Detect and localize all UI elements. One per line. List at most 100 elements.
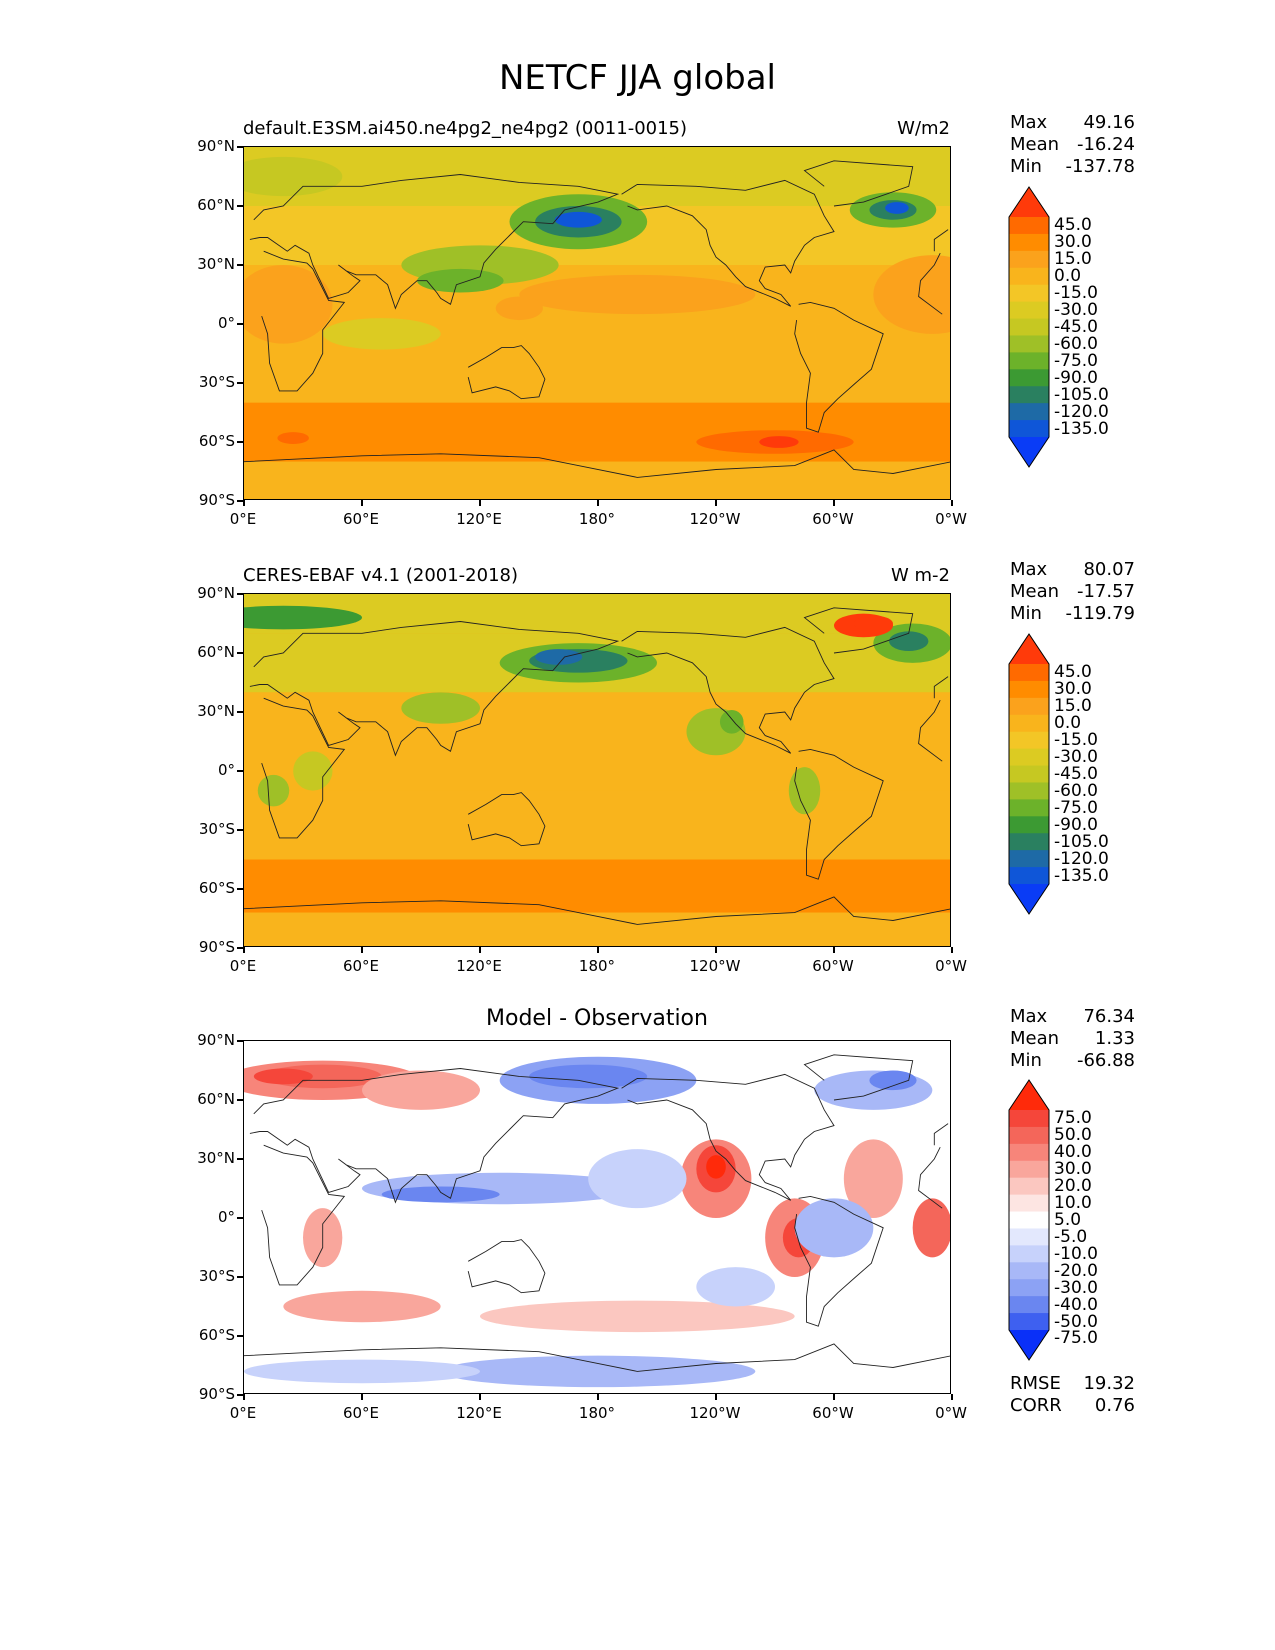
- latitude-band: [244, 353, 950, 403]
- stat-row: Max 49.16: [1010, 112, 1135, 134]
- coastline: [918, 252, 943, 315]
- colorbar-segment: [1009, 403, 1049, 421]
- colorbar-level-label: 15.0: [1054, 696, 1092, 717]
- y-tick-mark: [237, 205, 243, 207]
- colorbar-level-label: -135.0: [1054, 418, 1109, 439]
- stat-value: 80.07: [1083, 559, 1135, 580]
- x-tick-mark: [361, 1394, 363, 1400]
- stat-row: CORR 0.76: [1010, 1395, 1135, 1417]
- x-tick-label: 180°: [578, 510, 616, 528]
- latitude-band: [244, 692, 950, 791]
- colorbar-level-label: 45.0: [1054, 662, 1092, 683]
- field-region: [244, 605, 362, 630]
- colorbar-level-label: -60.0: [1054, 333, 1098, 354]
- colorbar-level-label: -30.0: [1054, 1277, 1098, 1298]
- stat-value: 49.16: [1083, 112, 1135, 133]
- panel-obs-title: CERES-EBAF v4.1 (2001-2018): [243, 565, 519, 586]
- stat-row: Max 76.34: [1010, 1006, 1135, 1028]
- x-tick-label: 0°E: [229, 1404, 257, 1422]
- colorbar-segment: [1009, 1228, 1049, 1246]
- y-tick-mark: [237, 1099, 243, 1101]
- y-tick-label: 0°: [217, 314, 235, 332]
- colorbar-outline: [1008, 633, 1050, 915]
- y-tick-mark: [237, 1217, 243, 1219]
- coastline: [261, 1144, 346, 1286]
- y-tick-label: 30°N: [197, 1149, 235, 1167]
- y-tick-label: 60°S: [198, 432, 235, 450]
- field-region: [362, 1070, 480, 1110]
- colorbar-segment: [1009, 1262, 1049, 1280]
- x-tick-label: 120°E: [456, 957, 502, 975]
- colorbar-segment: [1009, 420, 1049, 438]
- x-tick-mark: [833, 1394, 835, 1400]
- x-tick-label: 120°E: [456, 1404, 502, 1422]
- colorbar-extend-max: [1009, 1080, 1049, 1110]
- y-tick-mark: [237, 1276, 243, 1278]
- colorbar-level-label: -105.0: [1054, 384, 1109, 405]
- colorbar-level-label: -20.0: [1054, 1260, 1098, 1281]
- y-tick-label: 0°: [217, 1208, 235, 1226]
- y-tick-mark: [237, 323, 243, 325]
- stat-row: Mean 1.33: [1010, 1028, 1135, 1050]
- x-tick-label: 0°W: [935, 510, 967, 528]
- stat-value: 76.34: [1083, 1006, 1135, 1027]
- coastline: [261, 250, 346, 392]
- stat-label: Max: [1010, 1006, 1048, 1027]
- x-tick-mark: [951, 947, 953, 953]
- field-region: [293, 751, 333, 791]
- stat-row: Min -66.88: [1010, 1050, 1135, 1072]
- colorbar-segment: [1009, 250, 1049, 269]
- field-region: [244, 1359, 480, 1384]
- y-tick-label: 90°S: [198, 491, 235, 509]
- y-tick-mark: [237, 382, 243, 384]
- colorbar-segment: [1009, 369, 1049, 387]
- colorbar-extend-max: [1009, 187, 1049, 217]
- y-tick-mark: [237, 1040, 243, 1042]
- field-region: [529, 1064, 648, 1089]
- y-tick-label: 30°S: [198, 1267, 235, 1285]
- y-tick-mark: [237, 1158, 243, 1160]
- colorbar-level-label: 40.0: [1054, 1142, 1092, 1163]
- y-tick-label: 60°N: [197, 196, 235, 214]
- colorbar-segment: [1009, 335, 1049, 353]
- y-tick-mark: [237, 441, 243, 443]
- colorbar-extend-min: [1009, 437, 1049, 467]
- colorbar-segment: [1009, 850, 1049, 868]
- y-tick-label: 30°N: [197, 255, 235, 273]
- x-tick-mark: [479, 1394, 481, 1400]
- stat-value: -16.24: [1076, 134, 1135, 155]
- colorbar-level-label: 5.0: [1054, 1210, 1082, 1230]
- figure-title: NETCF JJA global: [498, 58, 776, 98]
- field-region: [322, 318, 441, 350]
- panel-diff-title: Model - Observation: [486, 1006, 708, 1031]
- colorbar-segment: [1009, 664, 1049, 682]
- stat-label: Mean: [1010, 581, 1060, 602]
- obs-map: [243, 593, 951, 947]
- stat-label: CORR: [1010, 1395, 1062, 1416]
- field-region: [912, 1198, 950, 1258]
- y-tick-mark: [237, 593, 243, 595]
- field-region: [283, 1290, 441, 1323]
- colorbar-segment: [1009, 233, 1049, 252]
- colorbar-level-label: 75.0: [1054, 1108, 1092, 1129]
- y-tick-mark: [237, 264, 243, 266]
- colorbar-segment: [1009, 1110, 1049, 1128]
- colorbar-level-label: 0.0: [1054, 713, 1082, 734]
- stat-row: Min -119.79: [1010, 603, 1135, 625]
- coastline: [794, 301, 884, 433]
- field-region: [535, 649, 583, 665]
- y-tick-label: 90°S: [198, 938, 235, 956]
- field-region: [417, 268, 504, 293]
- y-tick-label: 30°S: [198, 373, 235, 391]
- colorbar-graphic: [1008, 1079, 1050, 1361]
- coastline: [249, 174, 620, 310]
- colorbar-level-label: -15.0: [1054, 283, 1098, 304]
- x-tick-mark: [715, 947, 717, 953]
- field-region: [759, 436, 799, 448]
- colorbar-segment: [1009, 680, 1049, 699]
- colorbar-level-label: 20.0: [1054, 1176, 1092, 1197]
- x-tick-label: 120°W: [689, 510, 741, 528]
- coastline: [621, 1073, 835, 1201]
- colorbar-level-label: -90.0: [1054, 367, 1098, 388]
- colorbar-level-label: -50.0: [1054, 1311, 1098, 1332]
